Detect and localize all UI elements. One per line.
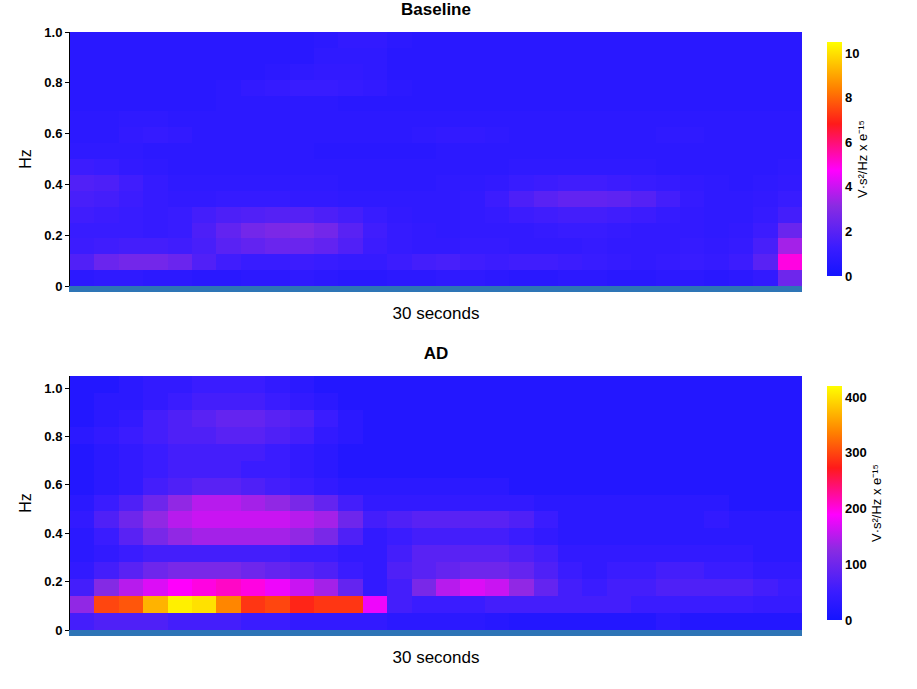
svg-text:100: 100 (845, 557, 867, 572)
svg-text:400: 400 (845, 390, 867, 405)
svg-text:0.4: 0.4 (44, 177, 63, 192)
svg-text:0: 0 (55, 623, 62, 638)
svg-text:Baseline: Baseline (401, 0, 471, 19)
svg-text:30 seconds: 30 seconds (393, 648, 480, 667)
svg-text:0.4: 0.4 (44, 526, 63, 541)
svg-text:V·s²/Hz x e⁻¹⁵: V·s²/Hz x e⁻¹⁵ (855, 120, 870, 198)
svg-text:0.6: 0.6 (44, 126, 62, 141)
svg-text:0.6: 0.6 (44, 477, 62, 492)
svg-text:Hz: Hz (17, 493, 34, 513)
svg-text:30 seconds: 30 seconds (393, 304, 480, 323)
svg-text:0: 0 (845, 613, 852, 628)
svg-text:300: 300 (845, 445, 867, 460)
svg-text:8: 8 (845, 90, 852, 105)
svg-text:0: 0 (845, 269, 852, 284)
svg-text:0.8: 0.8 (44, 429, 62, 444)
svg-text:V·s²/Hz x e⁻¹⁵: V·s²/Hz x e⁻¹⁵ (869, 464, 884, 542)
svg-text:4: 4 (845, 179, 853, 194)
svg-text:1.0: 1.0 (44, 25, 62, 40)
svg-text:200: 200 (845, 501, 867, 516)
svg-text:0.2: 0.2 (44, 574, 62, 589)
svg-text:AD: AD (424, 344, 449, 363)
svg-text:0: 0 (55, 279, 62, 294)
svg-text:6: 6 (845, 135, 852, 150)
svg-text:2: 2 (845, 224, 852, 239)
svg-text:Hz: Hz (17, 149, 34, 169)
svg-text:0.2: 0.2 (44, 228, 62, 243)
svg-text:1.0: 1.0 (44, 381, 62, 396)
svg-text:0.8: 0.8 (44, 75, 62, 90)
svg-text:10: 10 (845, 46, 859, 61)
